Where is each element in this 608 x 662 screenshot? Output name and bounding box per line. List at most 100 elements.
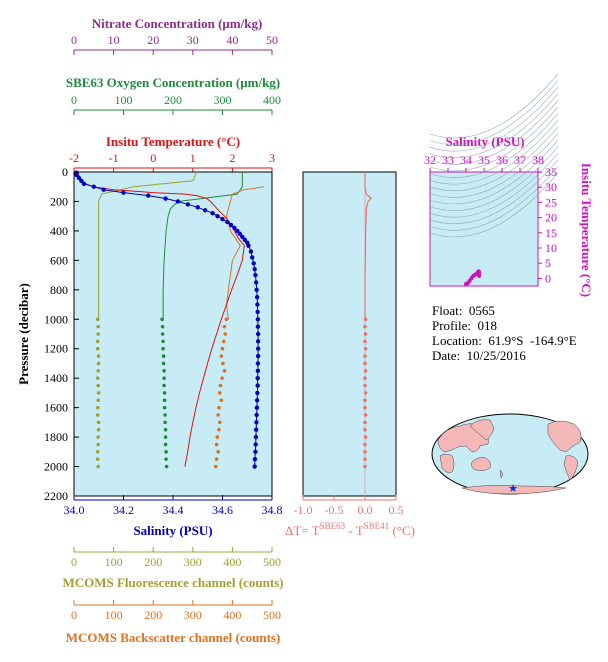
temperature-line bbox=[77, 171, 245, 467]
fluorescence-point bbox=[95, 450, 100, 454]
ts-xtick-label: 36 bbox=[496, 153, 508, 167]
salinity-point bbox=[210, 211, 215, 216]
salinity-point bbox=[74, 172, 79, 178]
oxygen-line bbox=[162, 172, 243, 320]
temperature-tick-label: 1 bbox=[190, 151, 196, 165]
oxygen-point bbox=[161, 346, 165, 351]
oxygen-tick-label: 400 bbox=[263, 93, 281, 107]
density-contour bbox=[429, 113, 559, 178]
salinity-point bbox=[253, 449, 258, 455]
oxygen-tick-label: 100 bbox=[115, 93, 133, 107]
salinity-point bbox=[255, 317, 261, 322]
ts-point bbox=[477, 270, 482, 275]
backscatter-tick-label: 200 bbox=[144, 608, 162, 622]
ts-ytick-label: 35 bbox=[545, 165, 557, 179]
temperature-tick-label: -1 bbox=[109, 151, 119, 165]
density-contour bbox=[429, 120, 559, 185]
ts-xtick-label: 38 bbox=[532, 153, 544, 167]
fluorescence-point bbox=[96, 398, 100, 403]
delta-t-label-sup1: SBE63 bbox=[320, 521, 346, 531]
fluorescence-point bbox=[96, 369, 100, 373]
fluorescence-point bbox=[96, 464, 100, 469]
backscatter-point bbox=[221, 339, 226, 344]
delta-tick-label: 0.5 bbox=[389, 503, 404, 517]
backscatter-point bbox=[222, 369, 227, 373]
ts-ytick-label: 10 bbox=[545, 241, 557, 255]
profile-panel bbox=[73, 171, 273, 497]
oxygen-point bbox=[160, 332, 165, 336]
salinity-point bbox=[255, 375, 260, 381]
ts-point bbox=[477, 273, 482, 278]
float-location-star: ★ bbox=[508, 483, 518, 495]
oxygen-point bbox=[161, 339, 165, 344]
oxygen-point bbox=[163, 442, 168, 447]
density-contour bbox=[429, 100, 559, 165]
oxygen-point bbox=[160, 324, 165, 329]
fluorescence-point bbox=[96, 332, 100, 336]
backscatter-tick-label: 100 bbox=[105, 608, 123, 622]
backscatter-point bbox=[221, 361, 225, 366]
nitrate-axis: Nitrate Concentration (μm/kg) 0 10 20 30 40 5… bbox=[71, 16, 278, 55]
fluorescence-tick-label: 0 bbox=[71, 555, 77, 569]
backscatter-point bbox=[214, 457, 219, 461]
fluorescence-point bbox=[95, 317, 100, 322]
nitrate-tick-label: 0 bbox=[71, 33, 77, 47]
ts-ytick-label: 25 bbox=[545, 195, 557, 209]
fluorescence-tick-label: 500 bbox=[263, 555, 281, 569]
temperature-tick-label: 0 bbox=[150, 151, 156, 165]
delta-t-point bbox=[363, 339, 367, 344]
density-contour bbox=[429, 153, 559, 218]
oxygen-point bbox=[161, 361, 166, 366]
salinity-point bbox=[237, 231, 243, 237]
oxygen-point bbox=[162, 391, 167, 395]
oxygen-point bbox=[163, 427, 168, 432]
salinity-point bbox=[195, 205, 200, 210]
salinity-point bbox=[254, 412, 259, 418]
oxygen-point bbox=[163, 435, 168, 439]
delta-t-label-mid: - T bbox=[345, 523, 364, 538]
salinity-point bbox=[225, 219, 230, 225]
delta-t-point bbox=[363, 420, 367, 425]
backscatter-line bbox=[225, 186, 265, 320]
delta-t-point bbox=[363, 398, 367, 403]
nitrate-tick-label: 20 bbox=[147, 33, 159, 47]
ts-ytick-label: 20 bbox=[545, 211, 557, 225]
delta-t-point bbox=[363, 332, 368, 336]
salinity-point bbox=[251, 261, 256, 266]
density-contour bbox=[429, 93, 559, 159]
backscatter-point bbox=[217, 391, 222, 395]
backscatter-point bbox=[220, 376, 224, 380]
salinity-point bbox=[253, 434, 259, 440]
backscatter-tick-label: 0 bbox=[71, 608, 77, 622]
oxygen-axis: SBE63 Oxygen Concentration (μm/kg) 0 100 2… bbox=[66, 75, 281, 115]
salinity-point bbox=[254, 287, 259, 293]
salinity-tick-label: 34.0 bbox=[64, 503, 85, 517]
map-land-africa bbox=[439, 453, 455, 473]
fluorescence-tick-label: 300 bbox=[184, 555, 202, 569]
date-text: Date: 10/25/2016 bbox=[432, 348, 526, 363]
salinity-point bbox=[215, 213, 220, 219]
backscatter-point bbox=[223, 332, 228, 336]
salinity-axis-label: Salinity (PSU) bbox=[133, 523, 212, 538]
density-contour bbox=[429, 106, 559, 172]
pressure-tick-label: 1400 bbox=[44, 371, 68, 385]
salinity-point bbox=[255, 302, 260, 307]
pressure-tick-label: 200 bbox=[50, 194, 68, 208]
backscatter-point bbox=[217, 420, 222, 425]
backscatter-point bbox=[213, 464, 218, 469]
density-contour bbox=[429, 146, 559, 211]
salinity-point bbox=[235, 228, 240, 234]
fluorescence-point bbox=[95, 339, 100, 344]
pressure-tick-label: 1600 bbox=[44, 401, 68, 415]
fluorescence-point bbox=[96, 427, 101, 432]
oxygen-point bbox=[163, 420, 167, 425]
salinity-point bbox=[254, 294, 260, 300]
oxygen-tick-label: 300 bbox=[214, 93, 232, 107]
pressure-tick-label: 800 bbox=[50, 283, 68, 297]
density-contour bbox=[429, 126, 559, 192]
pressure-tick-label: 2200 bbox=[44, 489, 68, 503]
salinity-point bbox=[255, 390, 260, 396]
salinity-point bbox=[175, 199, 181, 204]
salinity-point bbox=[255, 383, 260, 388]
